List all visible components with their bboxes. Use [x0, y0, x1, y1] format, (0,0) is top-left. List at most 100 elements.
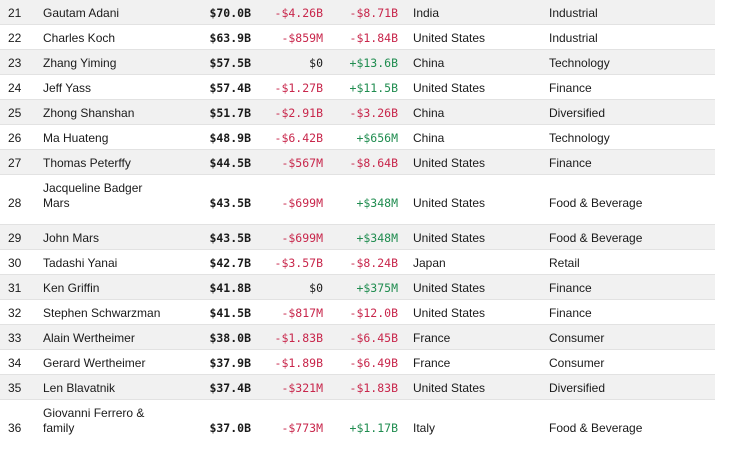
name-cell[interactable]: Charles Koch: [43, 31, 116, 45]
rank-cell: 24: [8, 81, 22, 95]
rank-cell: 32: [8, 306, 22, 320]
name-cell[interactable]: John Mars: [43, 231, 100, 245]
country-cell: Italy: [413, 421, 436, 435]
country-cell: India: [413, 6, 440, 20]
net-worth-cell: $51.7B: [209, 106, 251, 120]
table-row[interactable]: 34 Gerard Wertheimer $37.9B -$1.89B -$6.…: [0, 350, 715, 375]
country-cell: Japan: [413, 256, 446, 270]
ytd-change-cell: -$8.64B: [349, 156, 398, 170]
ytd-change-cell: -$8.24B: [349, 256, 398, 270]
ytd-change-cell: +$656M: [356, 131, 398, 145]
table-row[interactable]: 23 Zhang Yiming $57.5B $0 +$13.6B China …: [0, 50, 715, 75]
rank-cell: 29: [8, 231, 22, 245]
net-worth-cell: $41.5B: [209, 306, 251, 320]
name-cell[interactable]: Zhong Shanshan: [43, 106, 135, 120]
name-cell[interactable]: Gautam Adani: [43, 6, 120, 20]
industry-cell: Diversified: [549, 381, 606, 395]
table-row[interactable]: 36 Giovanni Ferrero & family $37.0B -$77…: [0, 400, 715, 450]
industry-cell: Consumer: [549, 356, 605, 370]
net-worth-cell: $38.0B: [209, 331, 251, 345]
name-cell[interactable]: Gerard Wertheimer: [43, 356, 146, 370]
country-cell: United States: [413, 31, 486, 45]
industry-cell: Finance: [549, 156, 592, 170]
last-change-cell: -$859M: [281, 31, 323, 45]
table-row[interactable]: 31 Ken Griffin $41.8B $0 +$375M United S…: [0, 275, 715, 300]
net-worth-cell: $43.5B: [209, 231, 251, 245]
table-row[interactable]: 29 John Mars $43.5B -$699M +$348M United…: [0, 225, 715, 250]
last-change-cell: -$567M: [281, 156, 323, 170]
table-row[interactable]: 27 Thomas Peterffy $44.5B -$567M -$8.64B…: [0, 150, 715, 175]
ytd-change-cell: +$348M: [356, 231, 398, 245]
rank-cell: 27: [8, 156, 22, 170]
name-cell[interactable]: Thomas Peterffy: [43, 156, 131, 170]
table-row[interactable]: 22 Charles Koch $63.9B -$859M -$1.84B Un…: [0, 25, 715, 50]
name-cell[interactable]: Len Blavatnik: [43, 381, 116, 395]
country-cell: United States: [413, 81, 486, 95]
country-cell: China: [413, 131, 445, 145]
net-worth-cell: $57.5B: [209, 56, 251, 70]
industry-cell: Food & Beverage: [549, 196, 643, 210]
country-cell: United States: [413, 156, 486, 170]
rank-cell: 33: [8, 331, 22, 345]
ytd-change-cell: +$348M: [356, 196, 398, 210]
country-cell: China: [413, 56, 445, 70]
ytd-change-cell: -$6.49B: [349, 356, 398, 370]
rank-cell: 36: [8, 421, 22, 435]
table-row[interactable]: 30 Tadashi Yanai $42.7B -$3.57B -$8.24B …: [0, 250, 715, 275]
rank-cell: 31: [8, 281, 22, 295]
country-cell: United States: [413, 231, 486, 245]
last-change-cell: -$1.83B: [274, 331, 323, 345]
net-worth-cell: $48.9B: [209, 131, 251, 145]
last-change-cell: -$6.42B: [274, 131, 323, 145]
industry-cell: Finance: [549, 281, 592, 295]
rank-cell: 28: [8, 196, 22, 210]
ytd-change-cell: -$8.71B: [349, 6, 398, 20]
industry-cell: Food & Beverage: [549, 231, 643, 245]
rank-cell: 35: [8, 381, 22, 395]
name-cell[interactable]: Stephen Schwarzman: [43, 306, 161, 320]
ytd-change-cell: +$375M: [356, 281, 398, 295]
rank-cell: 22: [8, 31, 22, 45]
table-row[interactable]: 21 Gautam Adani $70.0B -$4.26B -$8.71B I…: [0, 0, 715, 25]
table-row[interactable]: 24 Jeff Yass $57.4B -$1.27B +$11.5B Unit…: [0, 75, 715, 100]
name-cell[interactable]: Jacqueline Badger Mars: [43, 181, 143, 210]
table-row[interactable]: 35 Len Blavatnik $37.4B -$321M -$1.83B U…: [0, 375, 715, 400]
last-change-cell: $0: [309, 281, 323, 295]
last-change-cell: -$3.57B: [274, 256, 323, 270]
rank-cell: 23: [8, 56, 22, 70]
country-cell: China: [413, 106, 445, 120]
last-change-cell: -$1.89B: [274, 356, 323, 370]
last-change-cell: -$1.27B: [274, 81, 323, 95]
table-row[interactable]: 26 Ma Huateng $48.9B -$6.42B +$656M Chin…: [0, 125, 715, 150]
ytd-change-cell: -$1.83B: [349, 381, 398, 395]
last-change-cell: $0: [309, 56, 323, 70]
net-worth-cell: $44.5B: [209, 156, 251, 170]
last-change-cell: -$699M: [281, 231, 323, 245]
country-cell: United States: [413, 281, 486, 295]
name-cell[interactable]: Zhang Yiming: [43, 56, 117, 70]
name-cell[interactable]: Jeff Yass: [43, 81, 92, 95]
name-cell[interactable]: Giovanni Ferrero & family: [43, 406, 145, 435]
name-cell[interactable]: Tadashi Yanai: [43, 256, 118, 270]
last-change-cell: -$4.26B: [274, 6, 323, 20]
table-row[interactable]: 33 Alain Wertheimer $38.0B -$1.83B -$6.4…: [0, 325, 715, 350]
name-cell[interactable]: Ma Huateng: [43, 131, 109, 145]
name-cell[interactable]: Ken Griffin: [43, 281, 100, 295]
country-cell: France: [413, 331, 451, 345]
net-worth-cell: $42.7B: [209, 256, 251, 270]
table-row[interactable]: 32 Stephen Schwarzman $41.5B -$817M -$12…: [0, 300, 715, 325]
ytd-change-cell: +$1.17B: [349, 421, 398, 435]
last-change-cell: -$321M: [281, 381, 323, 395]
last-change-cell: -$817M: [281, 306, 323, 320]
ytd-change-cell: -$12.0B: [349, 306, 398, 320]
table-row[interactable]: 25 Zhong Shanshan $51.7B -$2.91B -$3.26B…: [0, 100, 715, 125]
rank-cell: 25: [8, 106, 22, 120]
country-cell: United States: [413, 381, 486, 395]
rank-cell: 30: [8, 256, 22, 270]
table-row[interactable]: 28 Jacqueline Badger Mars $43.5B -$699M …: [0, 175, 715, 225]
ytd-change-cell: -$3.26B: [349, 106, 398, 120]
industry-cell: Consumer: [549, 331, 605, 345]
rank-cell: 34: [8, 356, 22, 370]
name-cell[interactable]: Alain Wertheimer: [43, 331, 135, 345]
net-worth-cell: $70.0B: [209, 6, 251, 20]
